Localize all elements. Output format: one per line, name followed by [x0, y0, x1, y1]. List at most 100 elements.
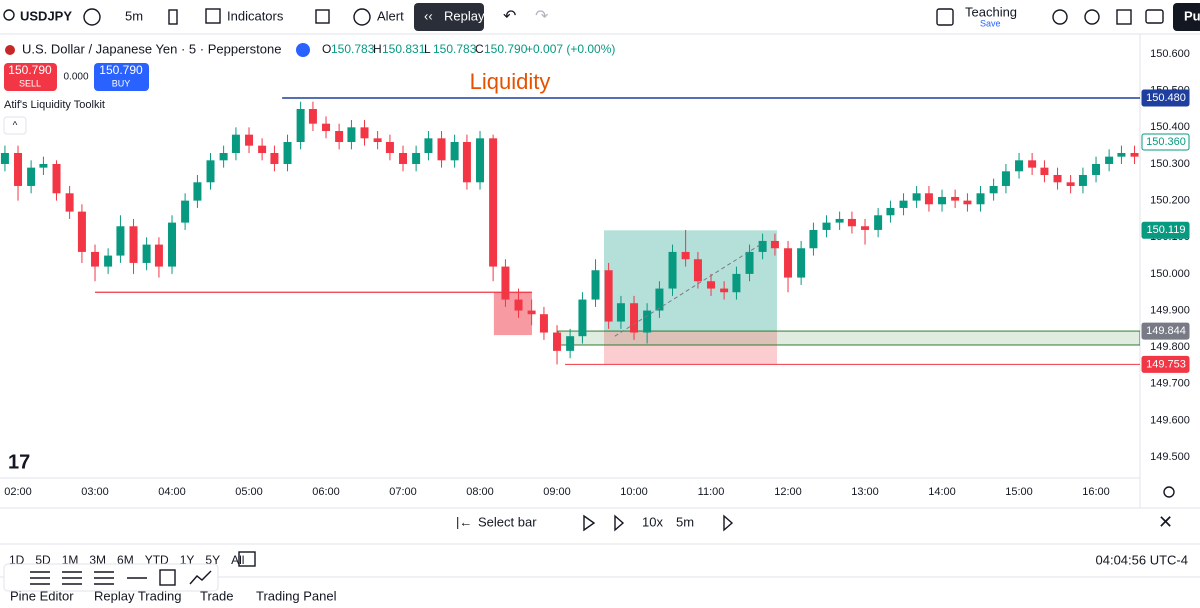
symbol[interactable]: USDJPY [20, 8, 72, 23]
indicators-icon[interactable] [205, 8, 221, 24]
search-icon[interactable] [3, 9, 15, 21]
ohlc-value: 150.783 [331, 42, 375, 56]
indicators[interactable]: Indicators [227, 8, 284, 23]
candle-body [308, 109, 317, 124]
candle-body [566, 336, 575, 351]
trade-path [614, 244, 761, 337]
tool[interactable] [159, 569, 176, 586]
replay-button[interactable] [414, 3, 484, 31]
drawing-tools [30, 569, 212, 586]
date-range-icon[interactable] [238, 551, 256, 567]
x-tick-label: 03:00 [81, 486, 109, 498]
candle-body [27, 167, 36, 186]
candle-body [437, 138, 446, 161]
candle-body [245, 134, 254, 146]
interval[interactable]: 5m [125, 8, 143, 23]
candle-body [1028, 160, 1037, 168]
fullscreen[interactable] [1116, 9, 1132, 25]
candle-body [643, 310, 652, 333]
plot [0, 97, 1140, 365]
tool[interactable] [30, 571, 50, 585]
quick-search[interactable] [1052, 9, 1068, 25]
x-tick-label: 11:00 [698, 486, 725, 498]
snapshot[interactable] [1145, 9, 1164, 24]
x-tick-label: 06:00 [312, 486, 340, 498]
candle-body [91, 251, 100, 267]
candle-body [527, 310, 536, 315]
candle-body [347, 127, 356, 142]
replay[interactable]: Replay [444, 8, 485, 23]
symbol-name: U.S. Dollar / Japanese Yen · 5 · Peppers… [22, 41, 281, 56]
publish[interactable]: Pu [1184, 8, 1200, 23]
layout-icon[interactable] [936, 8, 954, 26]
candle-body [104, 255, 113, 267]
layouts-icon[interactable] [315, 9, 330, 24]
price-label-box [1141, 355, 1190, 373]
tab[interactable]: Pine Editor [10, 588, 74, 603]
redo[interactable]: ↷ [535, 8, 549, 25]
undo[interactable]: ↶ [503, 8, 516, 25]
candle-body [77, 211, 86, 252]
candle-body [270, 152, 279, 164]
indicator-name: Atif's Liquidity Toolkit [4, 99, 105, 111]
alert-icon[interactable] [353, 8, 371, 26]
candle-body [296, 109, 305, 142]
candle-body [1092, 163, 1101, 175]
sell[interactable]: SELL [19, 78, 41, 88]
tool[interactable] [94, 571, 114, 585]
tab[interactable]: Trade [200, 588, 233, 603]
save[interactable]: Save [980, 18, 1001, 28]
jump[interactable] [723, 514, 734, 532]
candle-body [1105, 156, 1114, 164]
candle-body [424, 138, 433, 153]
ohlc-key: H [373, 42, 382, 56]
y-tick-label: 150.400 [1150, 121, 1190, 133]
candle-body [809, 229, 818, 249]
candle-body [514, 299, 523, 311]
replay-interval[interactable]: 5m [676, 514, 694, 529]
price-label: 150.119 [1147, 224, 1186, 236]
candle-body [65, 193, 74, 212]
candle-body [219, 152, 228, 161]
chart-type-icon[interactable] [168, 9, 178, 25]
toolbar [0, 0, 1200, 34]
x-tick-label: 13:00 [851, 486, 879, 498]
tool[interactable] [62, 571, 82, 585]
speed[interactable]: 10x [642, 514, 663, 529]
buy-price[interactable]: 150.790 [99, 63, 143, 77]
candle-body [924, 193, 933, 205]
candle-body [450, 141, 459, 161]
candle-body [1040, 167, 1049, 175]
select-bar[interactable]: Select bar [478, 514, 537, 529]
sell-price[interactable]: 150.790 [8, 63, 52, 77]
settings[interactable] [1084, 9, 1100, 25]
collapse-button[interactable] [3, 116, 27, 135]
price-label: 149.753 [1146, 358, 1186, 370]
y-tick-label: 149.600 [1150, 414, 1190, 426]
candle-body [1015, 160, 1024, 172]
alert[interactable]: Alert [377, 8, 404, 23]
play[interactable] [583, 514, 596, 532]
tab[interactable]: Replay Trading [94, 588, 181, 603]
add-symbol[interactable] [83, 8, 101, 26]
tool[interactable] [189, 570, 212, 585]
y-tick-label: 150.200 [1150, 195, 1190, 207]
x-tick-label: 05:00 [235, 486, 263, 498]
replay-marker [296, 43, 310, 57]
buy-button[interactable] [94, 63, 149, 91]
candle-body [0, 152, 9, 164]
select-icon[interactable]: |← [456, 514, 472, 529]
range[interactable]: All [231, 553, 244, 567]
buy[interactable]: BUY [112, 78, 131, 88]
candle-body [193, 182, 202, 201]
step[interactable] [614, 514, 625, 532]
sell-button[interactable] [4, 63, 57, 91]
candle-body [797, 248, 806, 278]
close[interactable]: ✕ [1158, 512, 1173, 532]
axis-settings[interactable] [1163, 486, 1175, 498]
tab[interactable]: Trading Panel [256, 588, 337, 603]
layout[interactable]: Teaching [965, 4, 1017, 19]
x-tick-label: 16:00 [1082, 486, 1110, 498]
publish-button[interactable] [1173, 3, 1200, 31]
ohlc-value: 150.831 [382, 42, 426, 56]
